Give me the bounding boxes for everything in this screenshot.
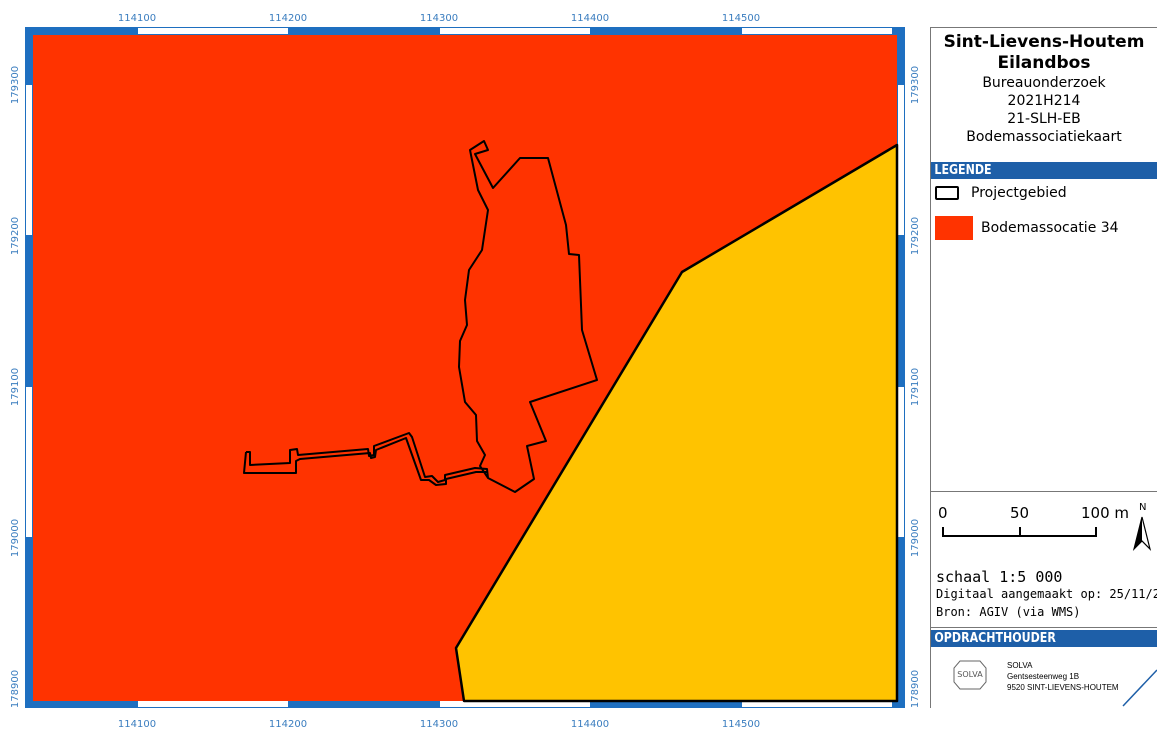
y-tick-label: 179100	[910, 368, 921, 406]
map-view[interactable]: 114100 114200 114300 114400 114500 11410…	[0, 0, 930, 733]
frame-white-segments	[26, 28, 904, 707]
y-tick-label: 179000	[10, 519, 21, 557]
map-title-line2: Eilandbos	[997, 53, 1091, 73]
map-subtitle-line1: Bureauonderzoek	[982, 75, 1106, 91]
y-tick-label: 178900	[910, 670, 921, 708]
divider	[931, 491, 1157, 492]
client-name: SOLVA	[1007, 661, 1033, 670]
north-arrow-icon	[1132, 516, 1152, 551]
scale-bar-label-50: 50	[1010, 504, 1030, 522]
map-info-panel: Sint-Lievens-Houtem Eilandbos Bureauonde…	[930, 27, 1157, 708]
client-address: SOLVA Gentsesteenweg 1B 9520 SINT-LIEVEN…	[1007, 660, 1119, 693]
scale-bar-label-0: 0	[938, 504, 948, 522]
legend-item-label: Projectgebied	[971, 185, 1067, 201]
x-axis-ticks-top: 114100 114200 114300 114400 114500	[118, 13, 760, 24]
y-tick-label: 179300	[910, 66, 921, 104]
y-tick-label: 179300	[10, 66, 21, 104]
scale-bar-tick	[1019, 527, 1021, 537]
outline-swatch-icon	[935, 186, 959, 200]
scale-bar: 0 50 100 m	[931, 498, 1157, 558]
y-tick-label: 179200	[910, 217, 921, 255]
client-street: Gentsesteenweg 1B	[1007, 672, 1080, 681]
source-text: Bron: AGIV (via WMS)	[936, 605, 1081, 619]
y-tick-label: 179200	[10, 217, 21, 255]
x-tick-label: 114100	[118, 13, 156, 24]
client-city: 9520 SINT-LIEVENS-HOUTEM	[1007, 683, 1119, 692]
y-tick-label: 178900	[10, 670, 21, 708]
y-tick-label: 179100	[10, 368, 21, 406]
client-header: OPDRACHTHOUDER	[931, 630, 1157, 647]
x-tick-label: 114400	[571, 13, 609, 24]
legend-item-project-area: Projectgebied	[935, 185, 1067, 201]
map-title-line1: Sint-Lievens-Houtem	[943, 32, 1145, 52]
y-axis-ticks-left: 179300 179200 179100 179000 178900	[10, 66, 21, 708]
x-tick-label: 114100	[118, 719, 156, 730]
scale-bar-label-100: 100 m	[1081, 504, 1130, 522]
legend-item-label: Bodemassocatie 34	[981, 220, 1119, 236]
legend-item-association-34: Bodemassocatie 34	[935, 216, 1119, 240]
x-tick-label: 114200	[269, 719, 307, 730]
map-subtitle-line4: Bodemassociatiekaart	[966, 129, 1122, 145]
client-logo: SOLVA	[953, 660, 987, 690]
north-label: N	[1139, 502, 1147, 513]
x-tick-label: 114500	[722, 719, 760, 730]
map-subtitle-line2: 2021H214	[1007, 93, 1081, 109]
x-tick-label: 114300	[420, 13, 458, 24]
y-tick-label: 179000	[910, 519, 921, 557]
project-area-outline[interactable]	[243, 140, 598, 493]
soil-association-other-area[interactable]	[454, 143, 899, 703]
fill-swatch-icon	[935, 216, 973, 240]
scale-bar-tick	[942, 527, 944, 537]
x-tick-label: 114300	[420, 719, 458, 730]
x-tick-label: 114200	[269, 13, 307, 24]
x-axis-ticks-bottom: 114100 114200 114300 114400 114500	[118, 719, 760, 730]
x-tick-label: 114400	[571, 719, 609, 730]
solva-logo-icon	[953, 660, 987, 690]
created-date-text: Digitaal aangemaakt op: 25/11/2021	[936, 587, 1157, 601]
scale-text: schaal 1:5 000	[936, 568, 1063, 586]
x-tick-label: 114500	[722, 13, 760, 24]
map-subtitle-line3: 21-SLH-EB	[1007, 111, 1081, 127]
north-arrow: N	[1130, 502, 1154, 552]
legend-header: LEGENDE	[931, 162, 1157, 179]
divider	[931, 627, 1157, 628]
corner-decoration	[1122, 669, 1157, 707]
scale-bar-tick	[1095, 527, 1097, 537]
y-axis-ticks-right: 179300 179200 179100 179000 178900	[910, 66, 921, 708]
